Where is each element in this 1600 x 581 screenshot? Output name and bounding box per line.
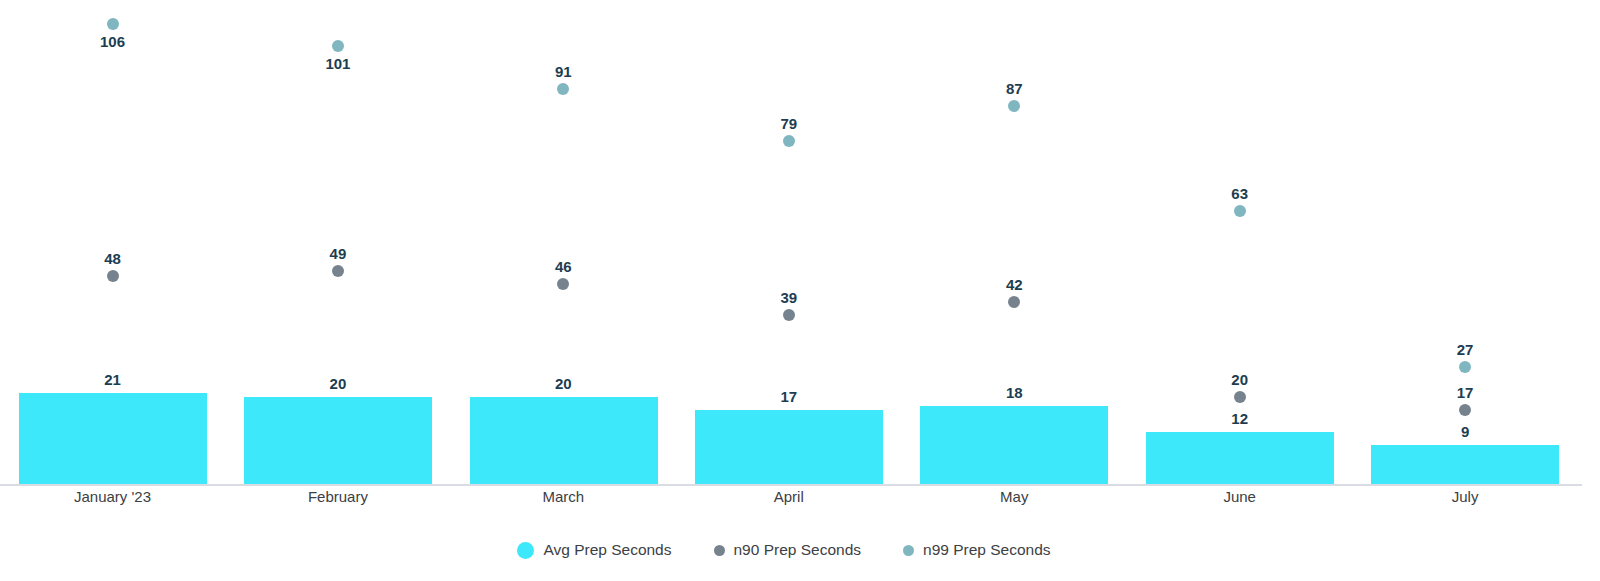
legend-swatch-icon xyxy=(714,545,725,556)
n99-prep-seconds-value-label: 79 xyxy=(676,115,901,132)
category-slot-june: 12 20 63 xyxy=(1127,0,1352,484)
x-axis-label-march: March xyxy=(451,488,676,505)
n90-prep-seconds-value-label: 46 xyxy=(451,258,676,275)
n99-prep-seconds-value-label: 63 xyxy=(1127,185,1352,202)
n99-prep-seconds-value-label: 87 xyxy=(902,80,1127,97)
n90-prep-seconds-value-label: 42 xyxy=(902,276,1127,293)
n90-prep-seconds-value-label: 49 xyxy=(225,245,450,262)
legend-item-n99-prep-seconds[interactable]: n99 Prep Seconds xyxy=(903,541,1051,559)
x-axis-label-june: June xyxy=(1127,488,1352,505)
n99-prep-seconds-dot-march[interactable] xyxy=(557,83,569,95)
n90-prep-seconds-dot-january-23[interactable] xyxy=(107,270,119,282)
n90-prep-seconds-value-label: 17 xyxy=(1353,384,1578,401)
n90-prep-seconds-dot-february[interactable] xyxy=(332,265,344,277)
n99-prep-seconds-dot-april[interactable] xyxy=(783,135,795,147)
n99-prep-seconds-value-label: 101 xyxy=(225,55,450,72)
category-slot-july: 9 17 27 xyxy=(1353,0,1578,484)
bar-value-label: 12 xyxy=(1127,410,1352,427)
n90-prep-seconds-dot-april[interactable] xyxy=(783,309,795,321)
n90-prep-seconds-value-label: 48 xyxy=(0,250,225,267)
n99-prep-seconds-dot-january-23[interactable] xyxy=(107,18,119,30)
legend-item-avg-prep-seconds[interactable]: Avg Prep Seconds xyxy=(517,541,671,559)
bar-avg-prep-seconds-april[interactable] xyxy=(695,410,883,484)
bar-value-label: 21 xyxy=(0,371,225,388)
n90-prep-seconds-value-label: 20 xyxy=(1127,371,1352,388)
bar-value-label: 9 xyxy=(1353,423,1578,440)
x-axis-label-july: July xyxy=(1353,488,1578,505)
bar-value-label: 20 xyxy=(451,375,676,392)
n90-prep-seconds-value-label: 39 xyxy=(676,289,901,306)
x-axis-label-february: February xyxy=(225,488,450,505)
bar-avg-prep-seconds-february[interactable] xyxy=(244,397,432,484)
category-slot-february: 20 49 101 xyxy=(225,0,450,484)
bar-avg-prep-seconds-july[interactable] xyxy=(1371,445,1559,484)
n90-prep-seconds-dot-june[interactable] xyxy=(1234,391,1246,403)
x-axis: January '23FebruaryMarchAprilMayJuneJuly xyxy=(0,488,1582,510)
legend-label: n90 Prep Seconds xyxy=(734,541,862,559)
category-slot-may: 18 42 87 xyxy=(902,0,1127,484)
x-axis-label-april: April xyxy=(676,488,901,505)
n99-prep-seconds-dot-june[interactable] xyxy=(1234,205,1246,217)
bar-value-label: 20 xyxy=(225,375,450,392)
legend-label: Avg Prep Seconds xyxy=(543,541,671,559)
n90-prep-seconds-dot-march[interactable] xyxy=(557,278,569,290)
n99-prep-seconds-dot-july[interactable] xyxy=(1459,361,1471,373)
category-slot-april: 17 39 79 xyxy=(676,0,901,484)
bar-avg-prep-seconds-march[interactable] xyxy=(470,397,658,484)
bar-avg-prep-seconds-january-23[interactable] xyxy=(19,393,207,484)
n99-prep-seconds-value-label: 27 xyxy=(1353,341,1578,358)
n90-prep-seconds-dot-may[interactable] xyxy=(1008,296,1020,308)
x-axis-label-may: May xyxy=(902,488,1127,505)
legend-swatch-icon xyxy=(517,542,534,559)
legend-swatch-icon xyxy=(903,545,914,556)
n99-prep-seconds-value-label: 106 xyxy=(0,33,225,50)
legend-label: n99 Prep Seconds xyxy=(923,541,1051,559)
n90-prep-seconds-dot-july[interactable] xyxy=(1459,404,1471,416)
n99-prep-seconds-dot-february[interactable] xyxy=(332,40,344,52)
legend: Avg Prep Seconds n90 Prep Seconds n99 Prep… xyxy=(0,541,1600,559)
n99-prep-seconds-dot-may[interactable] xyxy=(1008,100,1020,112)
category-slot-january-23: 21 48 106 xyxy=(0,0,225,484)
bar-avg-prep-seconds-may[interactable] xyxy=(920,406,1108,484)
category-slot-march: 20 46 91 xyxy=(451,0,676,484)
bar-avg-prep-seconds-june[interactable] xyxy=(1146,432,1334,484)
bar-value-label: 17 xyxy=(676,388,901,405)
prep-seconds-chart: 2148106204910120469117397918428712206391… xyxy=(0,0,1600,581)
plot-area: 2148106204910120469117397918428712206391… xyxy=(0,0,1582,486)
x-axis-label-january-23: January '23 xyxy=(0,488,225,505)
n99-prep-seconds-value-label: 91 xyxy=(451,63,676,80)
legend-item-n90-prep-seconds[interactable]: n90 Prep Seconds xyxy=(714,541,862,559)
bar-value-label: 18 xyxy=(902,384,1127,401)
